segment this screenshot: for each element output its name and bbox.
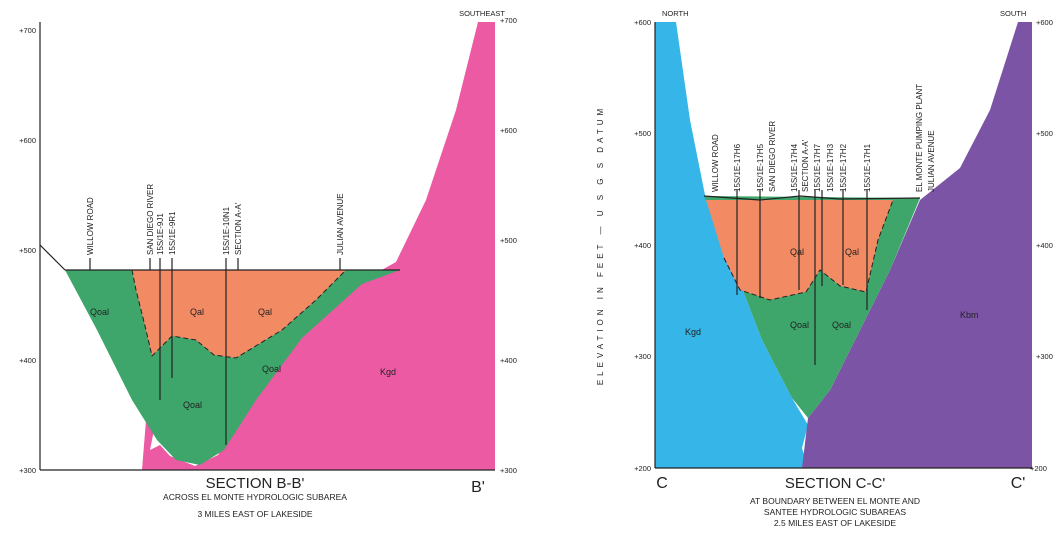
title: SECTION C-C': [785, 475, 886, 492]
unit-label: Kgd: [380, 367, 396, 377]
unit-label: Qoal: [790, 320, 809, 330]
direction: SOUTHEAST: [459, 9, 505, 18]
section-b: +700 +600 +500 +400 +300 +700 +600 +500 …: [19, 9, 517, 519]
unit-label: Qoal: [262, 364, 281, 374]
elevation: +600: [1036, 18, 1053, 27]
elevation: +400: [500, 356, 517, 365]
features: WILLOW ROAD SAN DIEGO RIVER 15S/1E-9J1 1…: [86, 184, 345, 255]
subtitle: AT BOUNDARY BETWEEN EL MONTE AND: [750, 496, 920, 506]
elevation: +300: [19, 466, 36, 475]
direction: NORTH: [662, 9, 689, 18]
unit-label: Kbm: [960, 310, 979, 320]
subtitle: 2.5 MILES EAST OF LAKESIDE: [774, 518, 897, 528]
section-c: +600 +500 +400 +300 +200 +600 +500 +400 …: [596, 9, 1053, 528]
unit-label: Qoal: [183, 400, 202, 410]
direction: SOUTH: [1000, 9, 1026, 18]
feature: JULIAN AVENUE: [927, 130, 936, 192]
feature: WILLOW ROAD: [86, 197, 95, 255]
axis-label: ELEVATION IN FEET — U S G S DATUM: [596, 105, 605, 385]
unit-label: Kgd: [685, 327, 701, 337]
feature: 15S/1E-9R1: [168, 211, 177, 255]
feature: 15S/1E-17H2: [839, 143, 848, 192]
unit-label: Qal: [845, 247, 859, 257]
feature: 15S/1E-9J1: [156, 213, 165, 255]
feature: SECTION A-A': [234, 202, 243, 255]
feature: 15S/1E-17H1: [863, 143, 872, 192]
unit-label: Qoal: [832, 320, 851, 330]
feature: SAN DIEGO RIVER: [146, 184, 155, 255]
subtitle: SANTEE HYDROLOGIC SUBAREAS: [764, 507, 907, 517]
elevation: +200: [634, 464, 651, 473]
feature: 15S/1E-17H5: [756, 143, 765, 192]
elevation: +600: [500, 126, 517, 135]
elevation: +500: [1036, 129, 1053, 138]
feature: EL MONTE PUMPING PLANT: [915, 84, 924, 192]
elevation: +600: [19, 136, 36, 145]
end-label: B': [471, 479, 485, 496]
elevation: +300: [1036, 352, 1053, 361]
elevation: +600: [634, 18, 651, 27]
elevation: +300: [634, 352, 651, 361]
feature: 15S/1E-17H3: [826, 143, 835, 192]
feature: 15S/1E-17H4: [790, 143, 799, 192]
ground: [40, 245, 65, 270]
subtitle: ACROSS EL MONTE HYDROLOGIC SUBAREA: [163, 492, 347, 502]
elevation: +400: [634, 241, 651, 250]
subtitle: 3 MILES EAST OF LAKESIDE: [197, 509, 312, 519]
start-label: C: [656, 475, 668, 492]
feature: 15S/1E-10N1: [222, 206, 231, 255]
unit-label: Qal: [790, 247, 804, 257]
cross-sections: +700 +600 +500 +400 +300 +700 +600 +500 …: [0, 0, 1057, 540]
elevation: +400: [19, 356, 36, 365]
title: SECTION B-B': [206, 475, 305, 492]
elevation: +500: [634, 129, 651, 138]
feature: SAN DIEGO RIVER: [768, 121, 777, 192]
end-label: C': [1011, 475, 1026, 492]
feature: JULIAN AVENUE: [336, 193, 345, 255]
features: WILLOW ROAD 15S/1E-17H6 15S/1E-17H5 SAN …: [711, 84, 936, 192]
elevation: +500: [500, 236, 517, 245]
unit-label: Qal: [258, 307, 272, 317]
feature: 15S/1E-17H7: [813, 143, 822, 192]
feature: 15S/1E-17H6: [733, 143, 742, 192]
elevation: +300: [500, 466, 517, 475]
unit-label: Qoal: [90, 307, 109, 317]
elevation: +500: [19, 246, 36, 255]
feature: SECTION A-A': [801, 139, 810, 192]
feature: WILLOW ROAD: [711, 134, 720, 192]
unit-label: Qal: [190, 307, 204, 317]
elevation: +400: [1036, 241, 1053, 250]
elevation: +700: [19, 26, 36, 35]
elevation: +200: [1030, 464, 1047, 473]
